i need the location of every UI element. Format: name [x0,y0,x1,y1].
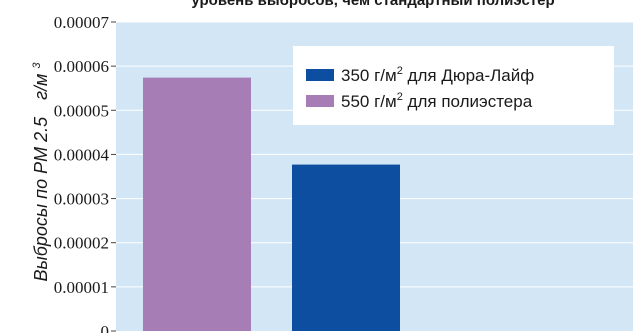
y-axis-unit: г/м [31,74,51,100]
bars [143,77,400,332]
y-tick-label: 0.00004 [54,145,110,164]
y-tick-label: 0.00002 [54,234,109,253]
bar [143,77,251,332]
y-tick-label: 0 [101,322,110,333]
chart-title: уровень выбросов, чем стандартный полиэс… [191,0,554,9]
legend-swatch [306,95,334,107]
legend-label: 350 г/м2 для Дюра-Лайф [341,65,534,85]
y-axis-ticks: 0 0.00001 0.00002 0.00003 0.00004 0.00005 0.00… [54,13,116,333]
y-axis-title: Выбросы по PM 2.5 г/м 3 [31,62,51,282]
y-tick-label: 0.00006 [54,57,109,76]
y-tick-label: 0.00007 [54,13,110,32]
y-tick-label: 0.00001 [54,278,109,297]
legend: 350 г/м2 для Дюра-Лайф 550 г/м2 для полиэ… [293,46,614,125]
y-tick-label: 0.00003 [54,190,109,209]
y-axis-title-text: Выбросы по PM 2.5 [31,116,51,282]
legend-label: 550 г/м2 для полиэстера [341,91,533,111]
y-tick-label: 0.00005 [54,101,109,120]
bar [292,164,400,331]
y-axis-unit-superscript: 3 [31,62,43,69]
legend-swatch [306,69,334,81]
legend-box [293,46,614,125]
